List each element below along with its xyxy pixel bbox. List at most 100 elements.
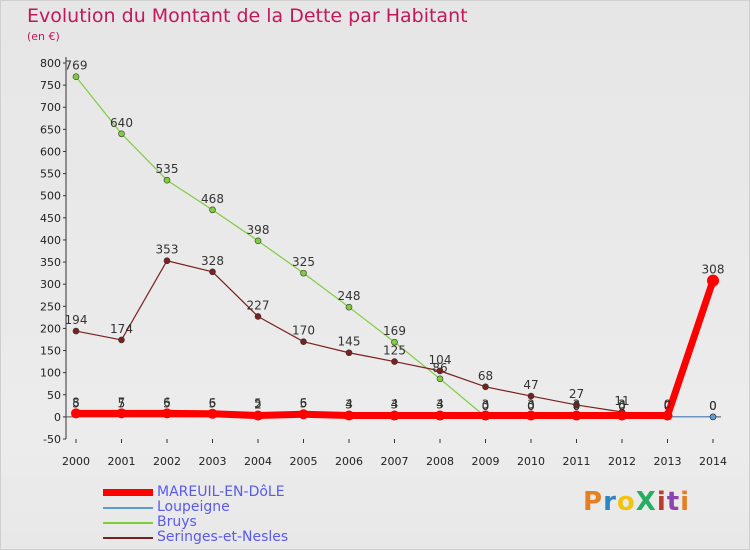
data-label: 0 bbox=[709, 399, 717, 413]
x-tick-label: 2002 bbox=[153, 455, 181, 468]
data-label: 0 bbox=[709, 399, 717, 413]
data-label: 169 bbox=[383, 324, 406, 338]
y-tick-label: 0 bbox=[54, 411, 61, 424]
data-point bbox=[389, 410, 400, 421]
legend-label: Seringes-et-Nesles bbox=[157, 529, 289, 545]
data-point bbox=[253, 410, 263, 421]
data-label: 0 bbox=[664, 398, 672, 412]
data-label: 27 bbox=[569, 387, 584, 401]
legend-label: Loupeigne bbox=[157, 499, 230, 515]
data-point bbox=[300, 269, 307, 277]
data-label: 6 bbox=[209, 396, 217, 410]
data-label: 398 bbox=[247, 223, 270, 237]
data-point bbox=[207, 408, 218, 419]
y-tick-label: 800 bbox=[40, 57, 61, 70]
data-point bbox=[162, 408, 172, 419]
data-point bbox=[617, 410, 627, 421]
x-tick-label: 2001 bbox=[108, 455, 136, 468]
data-label: 145 bbox=[338, 335, 361, 349]
data-point bbox=[435, 410, 445, 421]
x-tick-label: 2007 bbox=[381, 455, 409, 468]
data-label: 0 bbox=[527, 399, 535, 413]
y-tick-label: 550 bbox=[40, 168, 61, 181]
data-label: 170 bbox=[292, 324, 315, 338]
data-label: 468 bbox=[201, 192, 224, 206]
data-point bbox=[300, 338, 307, 345]
data-point bbox=[116, 408, 127, 419]
data-point bbox=[526, 410, 536, 421]
data-label: 3 bbox=[345, 398, 353, 412]
data-point bbox=[662, 410, 673, 421]
data-label: 640 bbox=[110, 116, 133, 130]
data-label: 0 bbox=[618, 399, 626, 413]
data-label: 3 bbox=[527, 398, 535, 412]
legend-label: MAREUIL-EN-DôLE bbox=[157, 484, 285, 500]
legend-item: Bruys bbox=[103, 514, 363, 530]
data-point bbox=[72, 327, 80, 335]
y-tick-label: 450 bbox=[40, 212, 61, 225]
data-point bbox=[709, 413, 717, 421]
data-label: 0 bbox=[573, 399, 581, 413]
y-tick-label: 750 bbox=[40, 79, 61, 92]
data-label: 4 bbox=[345, 397, 353, 411]
x-tick-label: 2010 bbox=[517, 455, 545, 468]
x-tick-label: 2003 bbox=[199, 455, 227, 468]
x-tick-label: 2013 bbox=[654, 455, 682, 468]
data-point bbox=[527, 392, 535, 400]
data-point bbox=[571, 410, 582, 421]
data-point bbox=[118, 336, 125, 344]
x-tick-label: 2006 bbox=[335, 455, 363, 468]
data-point bbox=[72, 73, 80, 81]
data-label: 0 bbox=[527, 399, 535, 413]
data-label: 7 bbox=[118, 395, 126, 409]
data-point bbox=[209, 206, 216, 214]
x-tick-label: 2011 bbox=[563, 455, 591, 468]
legend-item: Loupeigne bbox=[103, 499, 363, 515]
legend-swatch bbox=[103, 489, 153, 496]
data-point bbox=[298, 409, 309, 420]
data-point bbox=[345, 349, 353, 357]
data-label: 227 bbox=[247, 298, 270, 312]
data-point bbox=[254, 237, 262, 245]
data-label: 353 bbox=[156, 243, 179, 257]
y-tick-label: 100 bbox=[40, 367, 61, 380]
data-point bbox=[344, 410, 354, 421]
data-label: 6 bbox=[300, 396, 308, 410]
chart-title: Evolution du Montant de la Dette par Hab… bbox=[27, 5, 468, 27]
data-point bbox=[118, 130, 125, 138]
data-point bbox=[163, 257, 171, 265]
x-tick-label: 2014 bbox=[699, 455, 727, 468]
y-tick-label: 300 bbox=[40, 278, 61, 291]
data-point bbox=[254, 313, 262, 320]
data-label: 0 bbox=[482, 399, 490, 413]
line-chart: -500501001502002503003504004505005506006… bbox=[40, 57, 727, 468]
data-label: 0 bbox=[482, 399, 490, 413]
data-label: 5 bbox=[118, 397, 126, 411]
data-label: 5 bbox=[300, 397, 308, 411]
data-point bbox=[436, 375, 444, 383]
data-label: 6 bbox=[163, 395, 171, 409]
x-tick-label: 2005 bbox=[290, 455, 318, 468]
x-tick-label: 2008 bbox=[426, 455, 454, 468]
data-point bbox=[436, 367, 444, 375]
data-label: 5 bbox=[254, 397, 262, 411]
proxiti-logo: ProXiti bbox=[583, 487, 691, 517]
data-label: 328 bbox=[201, 254, 224, 268]
data-point bbox=[482, 383, 489, 391]
data-label: 3 bbox=[618, 398, 626, 412]
data-label: 3 bbox=[482, 398, 490, 412]
data-point bbox=[707, 274, 719, 287]
legend-swatch bbox=[103, 507, 153, 509]
data-label: 4 bbox=[391, 397, 399, 411]
data-label: 4 bbox=[436, 397, 444, 411]
data-label: 104 bbox=[429, 353, 452, 367]
y-tick-label: 500 bbox=[40, 190, 61, 203]
y-tick-label: 400 bbox=[40, 234, 61, 247]
y-tick-label: 50 bbox=[47, 389, 61, 402]
y-tick-label: 200 bbox=[40, 322, 61, 335]
data-point bbox=[573, 401, 580, 409]
data-point bbox=[345, 303, 353, 311]
data-label: 68 bbox=[478, 369, 493, 383]
x-tick-label: 2012 bbox=[608, 455, 636, 468]
